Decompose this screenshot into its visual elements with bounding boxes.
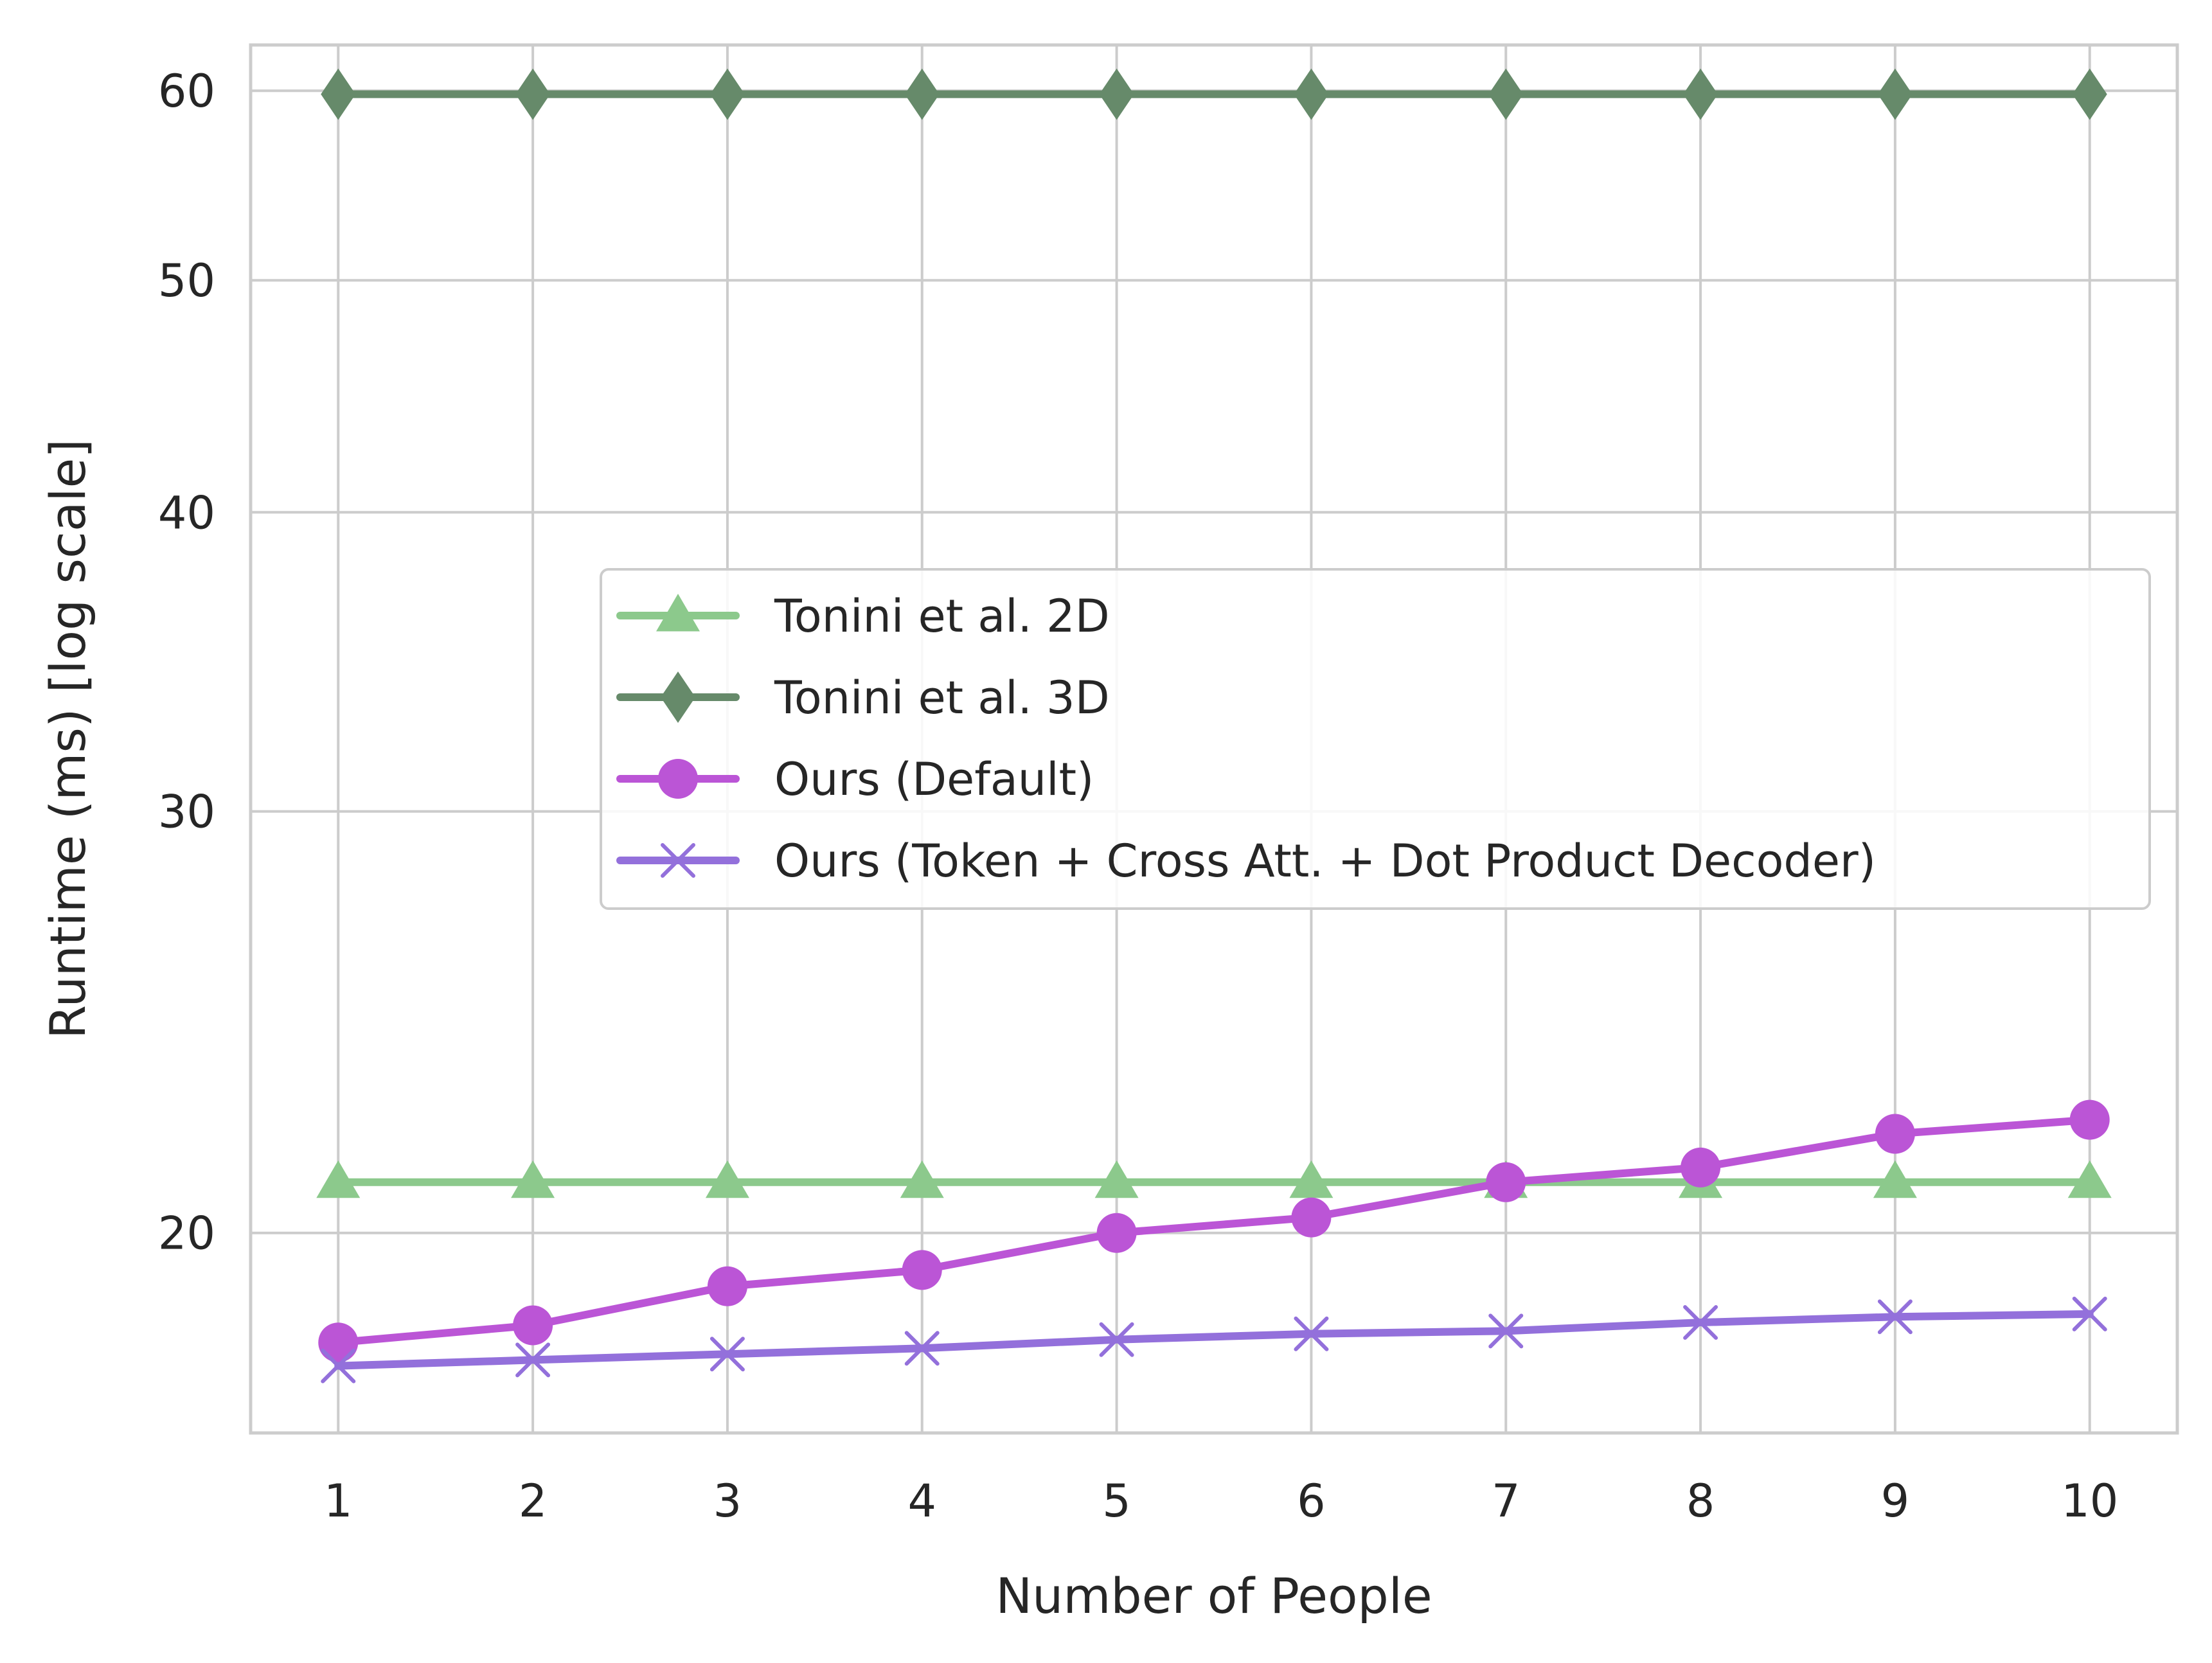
series-2 [321, 68, 2107, 120]
series-3-point [1486, 1162, 1526, 1202]
series-2-point [1099, 68, 1134, 120]
series-4-point [1683, 1305, 1718, 1340]
series-2-point [1294, 68, 1329, 120]
series-4-point [904, 1331, 940, 1366]
x-tick-label: 9 [1881, 1475, 1910, 1527]
series-4-point [1294, 1316, 1329, 1351]
x-tick-label: 5 [1102, 1475, 1131, 1527]
x-tick-label: 4 [907, 1475, 936, 1527]
legend-swatch-marker [661, 671, 695, 723]
x-tick-label: 2 [519, 1475, 548, 1527]
series-2-point [1877, 68, 1913, 120]
series-3-line [334, 1116, 2094, 1347]
legend-label: Tonini et al. 2D [774, 590, 1110, 643]
series-3-point [707, 1266, 747, 1306]
series-2-point [515, 68, 551, 120]
series-4-point [515, 1342, 551, 1378]
series-layer [316, 68, 2112, 1383]
series-2-point [904, 68, 940, 120]
series-3-point [1096, 1213, 1137, 1253]
series-3-point [1681, 1147, 1721, 1187]
series-1-point [705, 1160, 749, 1198]
y-axis-tick-labels: 20 30 40 50 60 [158, 65, 215, 1260]
series-1-point [2067, 1160, 2112, 1198]
x-tick-label: 7 [1492, 1475, 1521, 1527]
series-2-point [321, 68, 356, 120]
plot-area-frame [249, 43, 2179, 1435]
y-tick-label: 60 [158, 65, 215, 118]
series-3 [318, 1099, 2110, 1363]
series-4-line [334, 1310, 2094, 1370]
series-4-point [709, 1337, 745, 1372]
series-3-point [1875, 1114, 1915, 1154]
x-tick-label: 3 [713, 1475, 742, 1527]
y-axis-label: Runtime (ms) [log scale] [39, 439, 96, 1039]
series-4-point [321, 1348, 356, 1383]
series-1-point [1094, 1160, 1139, 1198]
legend-item: Tonini et al. 2D [616, 590, 1110, 643]
series-1-point [316, 1160, 361, 1198]
series-2-point [1683, 68, 1718, 120]
series-4-point [1099, 1322, 1134, 1357]
y-tick-label: 50 [158, 254, 215, 307]
x-tick-label: 1 [324, 1475, 353, 1527]
series-1-point [900, 1160, 944, 1198]
y-tick-label: 30 [158, 786, 215, 839]
series-4-point [2072, 1296, 2107, 1331]
legend-item: Tonini et al. 3D [616, 671, 1110, 724]
x-axis-tick-labels: 1 2 3 4 5 6 7 8 9 10 [324, 1475, 2118, 1527]
x-tick-label: 10 [2061, 1475, 2118, 1527]
series-3-point [902, 1250, 942, 1290]
legend-item: Ours (Default) [616, 753, 1094, 806]
series-4 [321, 1296, 2107, 1383]
legend-box [600, 568, 2151, 910]
legend-label: Ours (Default) [774, 753, 1094, 806]
series-3-point [318, 1322, 359, 1363]
y-tick-label: 40 [158, 486, 215, 539]
series-1-point [1289, 1160, 1333, 1198]
legend-swatch-marker [656, 594, 700, 632]
legend-swatch-marker [658, 759, 698, 799]
series-1-point [1873, 1160, 1917, 1198]
series-4-point [1488, 1313, 1524, 1349]
series-2-point [709, 68, 745, 120]
series-1-point [511, 1160, 555, 1198]
legend-label: Tonini et al. 3D [774, 671, 1110, 724]
x-tick-label: 8 [1686, 1475, 1715, 1527]
series-4-point [1877, 1299, 1913, 1335]
series-2-point [2072, 68, 2107, 120]
series-3-point [513, 1305, 553, 1346]
x-tick-label: 6 [1297, 1475, 1326, 1527]
legend: Tonini et al. 2D Tonini et al. 3D Ours (De… [600, 568, 2151, 910]
legend-label: Ours (Token + Cross Att. + Dot Product D… [774, 835, 1876, 887]
series-3-point [1291, 1197, 1332, 1238]
x-axis-label: Number of People [995, 1567, 1432, 1624]
y-tick-label: 20 [158, 1207, 215, 1260]
legend-item: Ours (Token + Cross Att. + Dot Product D… [616, 835, 1876, 887]
legend-swatch-marker [661, 843, 695, 878]
series-2-point [1488, 68, 1524, 120]
series-3-point [2069, 1099, 2110, 1140]
